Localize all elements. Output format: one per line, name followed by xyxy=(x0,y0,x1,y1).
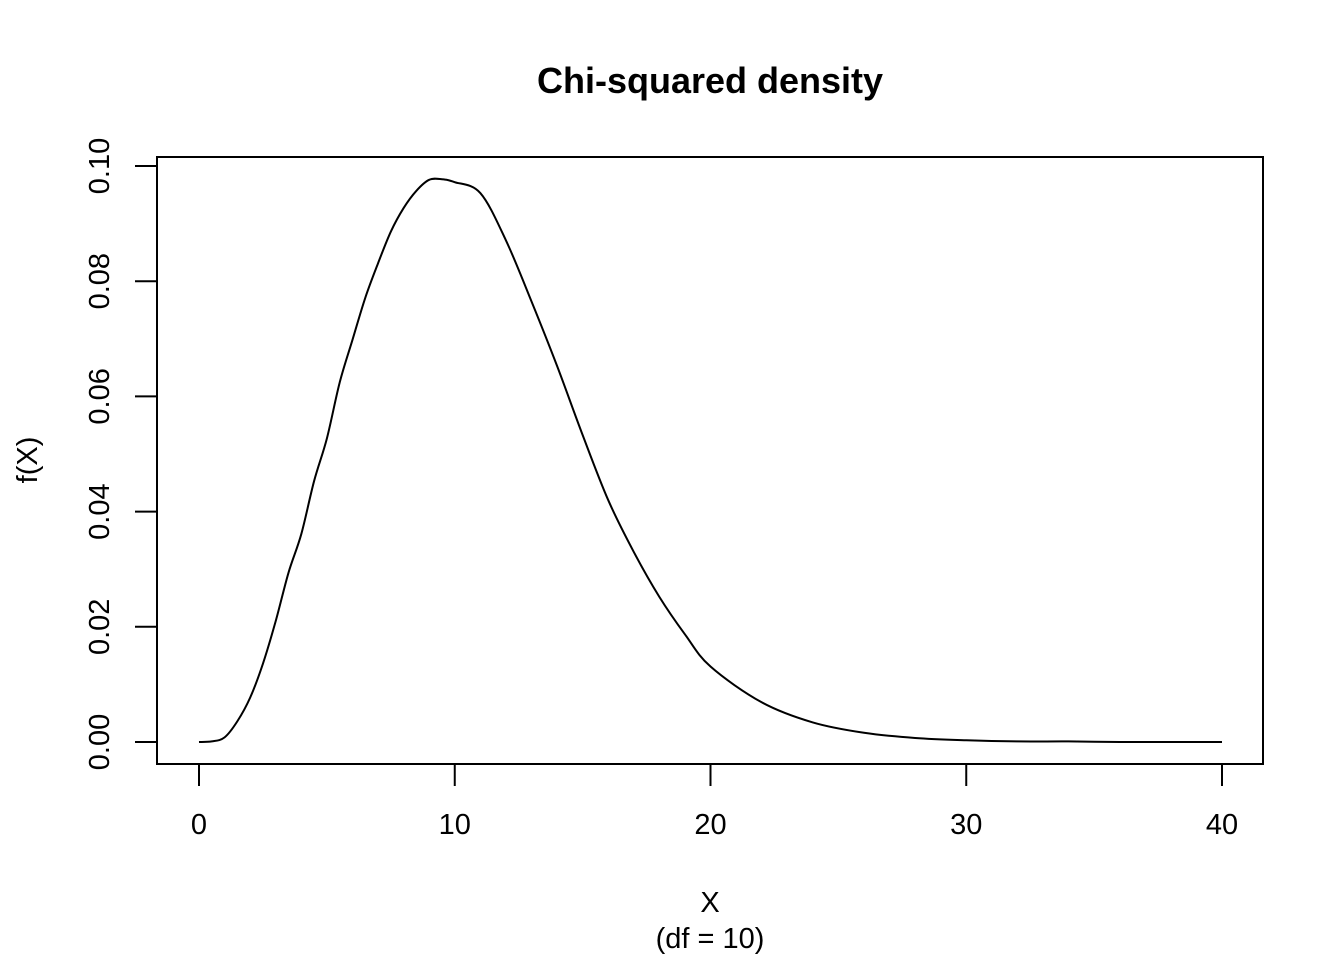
chart-title: Chi-squared density xyxy=(537,60,883,101)
x-tick-label: 0 xyxy=(191,809,207,841)
y-tick-label: 0.02 xyxy=(84,599,116,655)
plot-frame xyxy=(156,156,1264,765)
y-tick-label: 0.08 xyxy=(84,253,116,309)
y-tick-label: 0.06 xyxy=(84,368,116,424)
x-tick-label: 20 xyxy=(694,809,726,841)
x-axis-sublabel: (df = 10) xyxy=(656,923,765,955)
density-curve xyxy=(198,177,1222,744)
x-axis: 0 10 20 30 40 xyxy=(191,763,1238,841)
y-axis: 0.00 0.02 0.04 0.06 0.08 0.10 xyxy=(84,138,158,770)
x-tick-label: 10 xyxy=(439,809,471,841)
y-tick-label: 0.04 xyxy=(84,483,116,539)
x-axis-label: X xyxy=(700,887,719,919)
y-axis-label: f(X) xyxy=(12,437,44,484)
y-tick-label: 0.10 xyxy=(84,138,116,194)
x-tick-label: 40 xyxy=(1206,809,1238,841)
y-tick-label: 0.00 xyxy=(84,714,116,770)
x-tick-label: 30 xyxy=(950,809,982,841)
